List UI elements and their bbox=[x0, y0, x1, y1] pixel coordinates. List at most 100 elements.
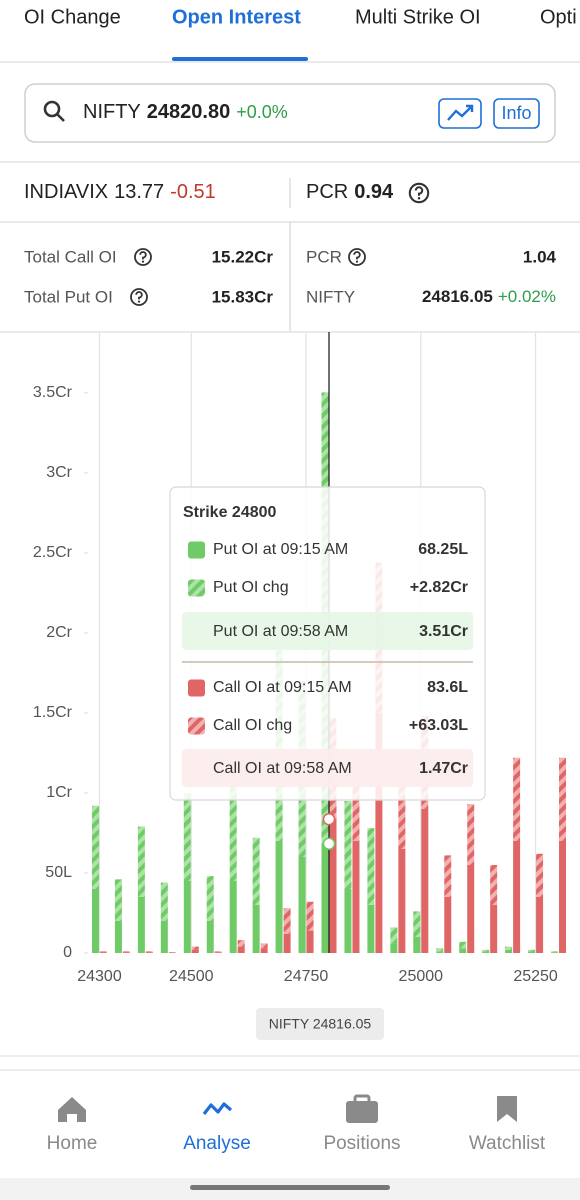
y-tick-label: 3Cr bbox=[46, 464, 72, 481]
info-label[interactable]: Info bbox=[501, 103, 531, 123]
bar bbox=[536, 853, 544, 897]
bar bbox=[344, 800, 352, 889]
x-tick-label: 25000 bbox=[399, 968, 444, 985]
watchlist-icon[interactable] bbox=[497, 1096, 517, 1122]
bar bbox=[183, 880, 191, 953]
bar bbox=[160, 882, 168, 921]
help-mark bbox=[139, 251, 147, 260]
tooltip-label: Put OI at 09:15 AM bbox=[213, 541, 348, 558]
bar bbox=[91, 805, 99, 889]
bar bbox=[260, 948, 268, 953]
tooltip-value: 3.51Cr bbox=[419, 623, 468, 640]
bar bbox=[536, 896, 544, 953]
y-tick-label: 3.5Cr bbox=[33, 384, 73, 401]
search-quote: NIFTY 24820.80 +0.0% bbox=[83, 101, 288, 123]
bar bbox=[114, 879, 122, 921]
bar bbox=[513, 757, 521, 841]
tab[interactable]: Opti bbox=[540, 6, 577, 28]
bar bbox=[191, 946, 199, 950]
info-button[interactable] bbox=[493, 98, 540, 129]
stat-label: PCR bbox=[306, 247, 342, 266]
bar bbox=[99, 952, 107, 953]
nav-label[interactable]: Analyse bbox=[183, 1133, 251, 1154]
tooltip-label: Put OI chg bbox=[213, 579, 289, 596]
stat-value: 15.83Cr bbox=[212, 287, 274, 306]
bar bbox=[145, 952, 153, 953]
bar bbox=[329, 819, 337, 953]
nifty-value: 24816.05 bbox=[422, 287, 493, 306]
bar bbox=[214, 952, 222, 953]
chart-icon bbox=[466, 104, 474, 112]
vix: INDIAVIX 13.77 -0.51 bbox=[24, 181, 216, 203]
x-tick-label: 24750 bbox=[284, 968, 329, 985]
bar bbox=[551, 952, 559, 953]
bar bbox=[91, 888, 99, 953]
bar bbox=[306, 901, 314, 931]
help-circle bbox=[134, 248, 152, 266]
bar bbox=[298, 856, 306, 953]
y-tick-label: 1Cr bbox=[46, 784, 72, 801]
bar bbox=[559, 840, 567, 953]
bar bbox=[490, 904, 498, 953]
chart-icon bbox=[447, 105, 473, 121]
tab[interactable]: OI Change bbox=[24, 6, 121, 28]
bar bbox=[321, 843, 329, 953]
legend-swatch bbox=[188, 679, 205, 697]
bar bbox=[352, 840, 360, 953]
tooltip-label: Put OI at 09:58 AM bbox=[213, 623, 348, 640]
bar bbox=[191, 949, 199, 953]
home-icon[interactable] bbox=[58, 1097, 86, 1122]
search-box[interactable] bbox=[24, 83, 556, 143]
tooltip-title: Strike 24800 bbox=[183, 504, 277, 521]
gesture-pill bbox=[190, 1185, 390, 1190]
crosshair-dot bbox=[322, 812, 336, 826]
help-icon[interactable] bbox=[408, 182, 430, 204]
bar bbox=[375, 712, 383, 953]
bar bbox=[398, 780, 406, 849]
bar bbox=[444, 896, 452, 953]
tab[interactable]: Multi Strike OI bbox=[355, 6, 481, 28]
nav-label[interactable]: Watchlist bbox=[469, 1133, 546, 1154]
nav-labels: Home Analyse Positions Watchlist bbox=[47, 1133, 546, 1154]
help-icon[interactable] bbox=[134, 248, 152, 266]
bar bbox=[283, 933, 291, 953]
bar bbox=[436, 948, 444, 952]
bar bbox=[114, 920, 122, 953]
help-circle bbox=[348, 248, 366, 266]
bar bbox=[306, 930, 314, 953]
positions-icon[interactable] bbox=[346, 1094, 378, 1123]
bar bbox=[137, 826, 145, 897]
bar bbox=[505, 946, 513, 950]
tooltip-value: +2.82Cr bbox=[410, 579, 468, 596]
pcr-value: 0.94 bbox=[354, 181, 394, 203]
bar bbox=[467, 864, 475, 953]
help-dot bbox=[141, 260, 145, 263]
analyse-icon[interactable] bbox=[202, 1102, 233, 1115]
help-icon[interactable] bbox=[130, 288, 148, 306]
tab[interactable]: Open Interest bbox=[172, 6, 301, 28]
bar bbox=[122, 951, 130, 953]
bar bbox=[229, 880, 237, 953]
bar bbox=[413, 911, 421, 937]
tooltip-value: 83.6L bbox=[427, 679, 468, 696]
bar bbox=[398, 848, 406, 953]
bottom-nav bbox=[0, 1070, 580, 1178]
stat-label: Total Put OI bbox=[24, 287, 113, 306]
price: 24820.80 bbox=[147, 101, 230, 123]
nav-label[interactable]: Home bbox=[47, 1133, 98, 1154]
bar bbox=[551, 951, 559, 953]
bar bbox=[436, 951, 444, 953]
tooltip-label: Call OI at 09:15 AM bbox=[213, 679, 352, 696]
tooltip: Strike 24800 Put OI at 09:15 AM 68.25L Put … bbox=[169, 486, 486, 801]
tooltip-value: +63.03L bbox=[409, 717, 468, 734]
bar bbox=[252, 837, 260, 905]
tooltip-total-bg bbox=[182, 749, 473, 787]
bar bbox=[206, 920, 214, 953]
help-icon[interactable] bbox=[348, 248, 366, 266]
vix-change: -0.51 bbox=[170, 181, 216, 203]
y-tick-label: 0 bbox=[63, 944, 72, 961]
bar bbox=[459, 948, 467, 953]
nav-label[interactable]: Positions bbox=[323, 1133, 400, 1154]
